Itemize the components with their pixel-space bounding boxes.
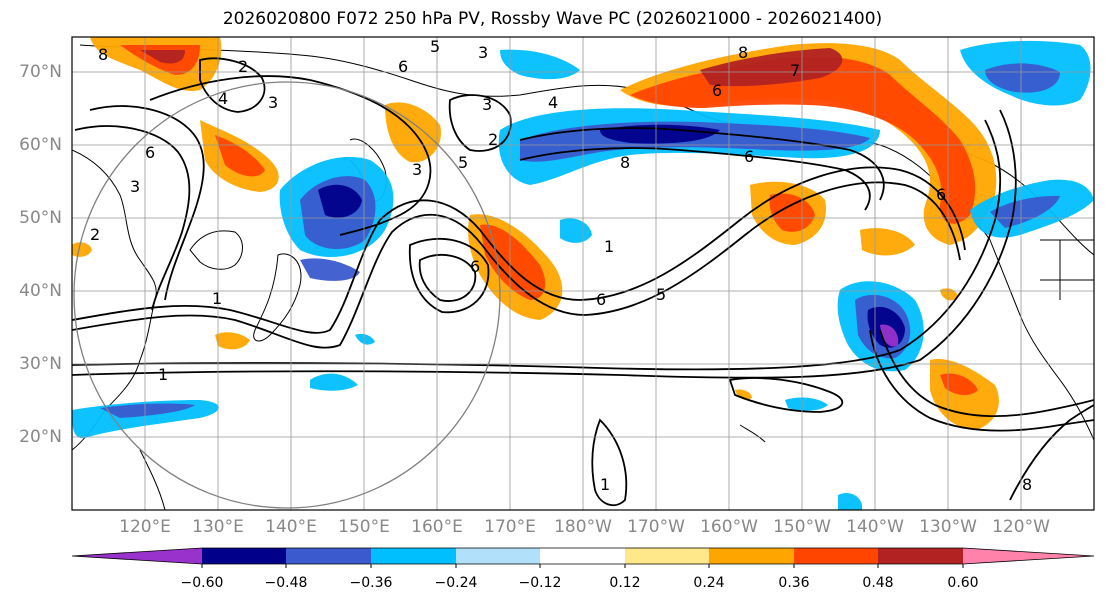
contour-label: 6 [936,185,946,204]
colorbar-tick-0.60: 0.60 [947,575,979,591]
lon-label-170w: 170°W [627,517,685,537]
lon-label-160e: 160°E [411,517,463,537]
contour-label: 2 [488,130,498,149]
contour-label: 6 [712,81,722,100]
contour-label: 5 [430,37,440,56]
contour-label: 8 [620,153,630,172]
lon-label-180w: 180°W [554,517,612,537]
colorbar-tick--0.12: −0.12 [518,575,562,591]
lon-label-140w: 140°W [846,517,904,537]
contour-label: 6 [596,290,606,309]
contour-label: 1 [158,365,168,384]
lon-label-150w: 150°W [773,517,831,537]
lat-label-40n: 40°N [19,281,62,301]
contour-label: 5 [458,153,468,172]
colorbar-tick-0.48: 0.48 [862,575,894,591]
contour-label: 8 [98,45,108,64]
contour-label: 4 [548,93,558,112]
contour-label: 7 [790,61,800,80]
contour-label: 1 [604,237,614,256]
lat-label-70n: 70°N [19,62,62,82]
colorbar-tick--0.36: −0.36 [349,575,393,591]
contour-label: 8 [738,43,748,62]
graticule [72,37,1094,510]
lon-label-130w: 130°W [919,517,977,537]
contour-label: 6 [470,257,480,276]
lat-label-30n: 30°N [19,354,62,374]
radius-circle [73,81,501,509]
map-frame [71,36,1095,511]
contour-label: 6 [398,57,408,76]
contour-label: 8 [1022,475,1032,494]
contour-label: 3 [268,93,278,112]
lon-label-140e: 140°E [265,517,317,537]
contour-label: 3 [130,177,140,196]
contour-label: 3 [478,43,488,62]
lon-label-150e: 150°E [338,517,390,537]
lat-label-60n: 60°N [19,135,62,155]
contour-label: 3 [412,160,422,179]
colorbar-tick-0.12: 0.12 [609,575,641,591]
map-title: 2026020800 F072 250 hPa PV, Rossby Wave … [222,9,883,29]
colorbar-tick--0.60: −0.60 [180,575,224,591]
colorbar-tick--0.24: −0.24 [434,575,478,591]
lat-label-50n: 50°N [19,208,62,228]
lat-label-20n: 20°N [19,427,62,447]
contour-label: 4 [218,89,228,108]
contour-label: 6 [145,143,155,162]
contour-label: 1 [212,289,222,308]
pv-contours [72,57,1094,507]
contour-label: 6 [744,147,754,166]
colorbar-tick-0.36: 0.36 [778,575,810,591]
contour-label: 2 [238,57,248,76]
contour-label: 3 [482,95,492,114]
contour-label: 5 [656,285,666,304]
colorbar-tick-0.24: 0.24 [693,575,725,591]
lon-label-120w: 120°W [992,517,1050,537]
colorbar-tick--0.48: −0.48 [264,575,308,591]
lon-label-170e: 170°E [484,517,536,537]
lon-label-160w: 160°W [700,517,758,537]
contour-label: 1 [600,475,610,494]
contour-label: 2 [90,225,100,244]
lon-label-120e: 120°E [119,517,171,537]
lon-label-130e: 130°E [192,517,244,537]
